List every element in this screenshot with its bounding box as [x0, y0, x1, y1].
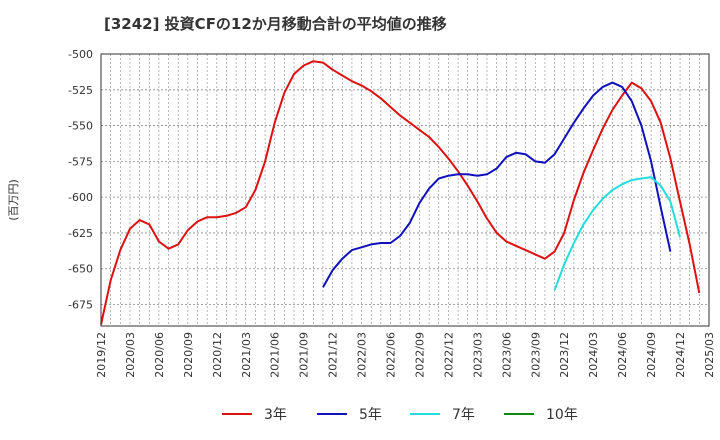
legend-label-0: 3年 — [264, 407, 287, 423]
x-tick-label: 2020/12 — [211, 332, 224, 378]
x-tick-label: 2021/12 — [327, 332, 340, 378]
x-tick-label: 2021/09 — [298, 332, 311, 378]
x-tick-label: 2021/06 — [269, 332, 282, 378]
series-line-1 — [322, 81, 672, 288]
y-tick-label: -525 — [68, 84, 93, 97]
y-axis-label: (百万円) — [7, 179, 20, 221]
x-tick-label: 2023/09 — [529, 332, 542, 378]
y-tick-label: -650 — [68, 263, 93, 276]
x-tick-label: 2025/03 — [703, 332, 716, 378]
plot-area — [101, 54, 709, 326]
grid — [100, 53, 710, 326]
x-tick-label: 2023/03 — [471, 332, 484, 378]
y-axis: -500 -525 -550 -575 -600 -625 -650 -675 — [68, 48, 93, 312]
y-tick-label: -500 — [68, 48, 93, 61]
x-tick-label: 2024/09 — [645, 332, 658, 378]
y-tick-label: -625 — [68, 227, 93, 240]
legend-label-2: 7年 — [452, 407, 475, 423]
x-tick-label: 2024/03 — [587, 332, 600, 378]
x-tick-label: 2022/03 — [356, 332, 369, 378]
x-tick-label: 2024/12 — [674, 332, 687, 378]
x-tick-label: 2020/09 — [182, 332, 195, 378]
y-tick-label: -675 — [68, 299, 93, 312]
series-line-2 — [553, 176, 681, 291]
x-tick-label: 2020/03 — [124, 332, 137, 378]
x-tick-label: 2022/06 — [385, 332, 398, 378]
x-tick-label: 2022/12 — [442, 332, 455, 378]
legend-label-1: 5年 — [359, 407, 382, 423]
x-tick-label: 2020/06 — [153, 332, 166, 378]
plot-frame — [100, 53, 710, 327]
x-tick-label: 2023/06 — [500, 332, 513, 378]
x-tick-label: 2024/06 — [616, 332, 629, 378]
legend-label-3: 10年 — [546, 407, 578, 423]
series-line-0 — [100, 60, 701, 325]
x-tick-label: 2023/12 — [558, 332, 571, 378]
legend: 3年 5年 7年 10年 — [222, 407, 578, 423]
y-tick-label: -550 — [68, 120, 93, 133]
x-axis: 2019/12 2020/03 2020/06 2020/09 2020/12 2021/… — [95, 332, 716, 378]
chart-title: [3242] 投資CFの12か月移動合計の平均値の推移 — [104, 15, 447, 33]
x-tick-label: 2019/12 — [95, 332, 108, 378]
series-lines — [100, 60, 701, 325]
x-tick-label: 2021/03 — [240, 332, 253, 378]
y-tick-label: -600 — [68, 191, 93, 204]
y-tick-label: -575 — [68, 155, 93, 168]
x-tick-label: 2022/09 — [413, 332, 426, 378]
